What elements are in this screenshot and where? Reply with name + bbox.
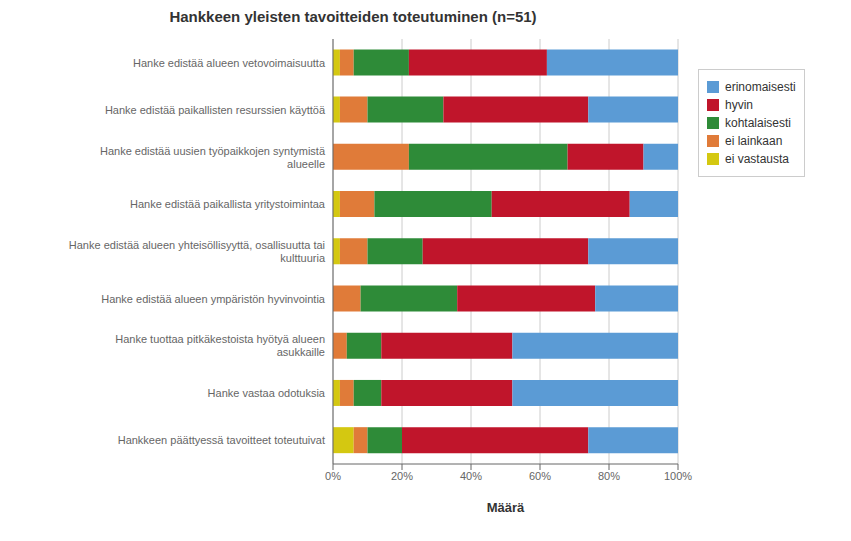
svg-text:Hanke edistää paikallisten res: Hanke edistää paikallisten resurssien kä… — [105, 104, 326, 116]
svg-text:Hanke edistää paikallista yrit: Hanke edistää paikallista yritystoiminta… — [130, 198, 326, 210]
svg-text:Hanke tuottaa pitkäkestoista h: Hanke tuottaa pitkäkestoista hyötyä alue… — [115, 333, 325, 358]
svg-text:Hanke edistää alueen vetovoima: Hanke edistää alueen vetovoimaisuutta — [133, 57, 326, 69]
svg-text:Hanke edistää alueen yhteisöll: Hanke edistää alueen yhteisöllisyyttä, o… — [69, 239, 326, 264]
html-text:erinomaisesti: erinomaisesti — [725, 80, 796, 94]
svg-text:Hanke edistää alueen ympäristö: Hanke edistää alueen ympäristön hyvinvoi… — [101, 293, 326, 305]
svg-text:Hanke edistää uusien työpaikko: Hanke edistää uusien työpaikkojen syntym… — [100, 145, 326, 170]
html-text:ei lainkaan: ei lainkaan — [725, 134, 783, 148]
html-text:kohtalaisesti: kohtalaisesti — [725, 116, 791, 130]
svg-text:40%: 40% — [460, 470, 482, 482]
html-text:ei vastausta: ei vastausta — [725, 152, 789, 166]
svg-text:Määrä: Määrä — [487, 500, 525, 515]
html-text:hyvin: hyvin — [725, 98, 753, 112]
html-text:Hankkeen yleisten tavoitteiden: Hankkeen yleisten tavoitteiden toteutumi… — [169, 8, 537, 25]
svg-text:Hankkeen päättyessä tavoitteet: Hankkeen päättyessä tavoitteet toteutuiv… — [118, 434, 325, 446]
svg-text:80%: 80% — [598, 470, 620, 482]
svg-text:20%: 20% — [391, 470, 413, 482]
svg-text:60%: 60% — [529, 470, 551, 482]
svg-text:0%: 0% — [325, 470, 341, 482]
svg-text:100%: 100% — [664, 470, 692, 482]
svg-text:Hanke vastaa odotuksia: Hanke vastaa odotuksia — [208, 387, 326, 399]
